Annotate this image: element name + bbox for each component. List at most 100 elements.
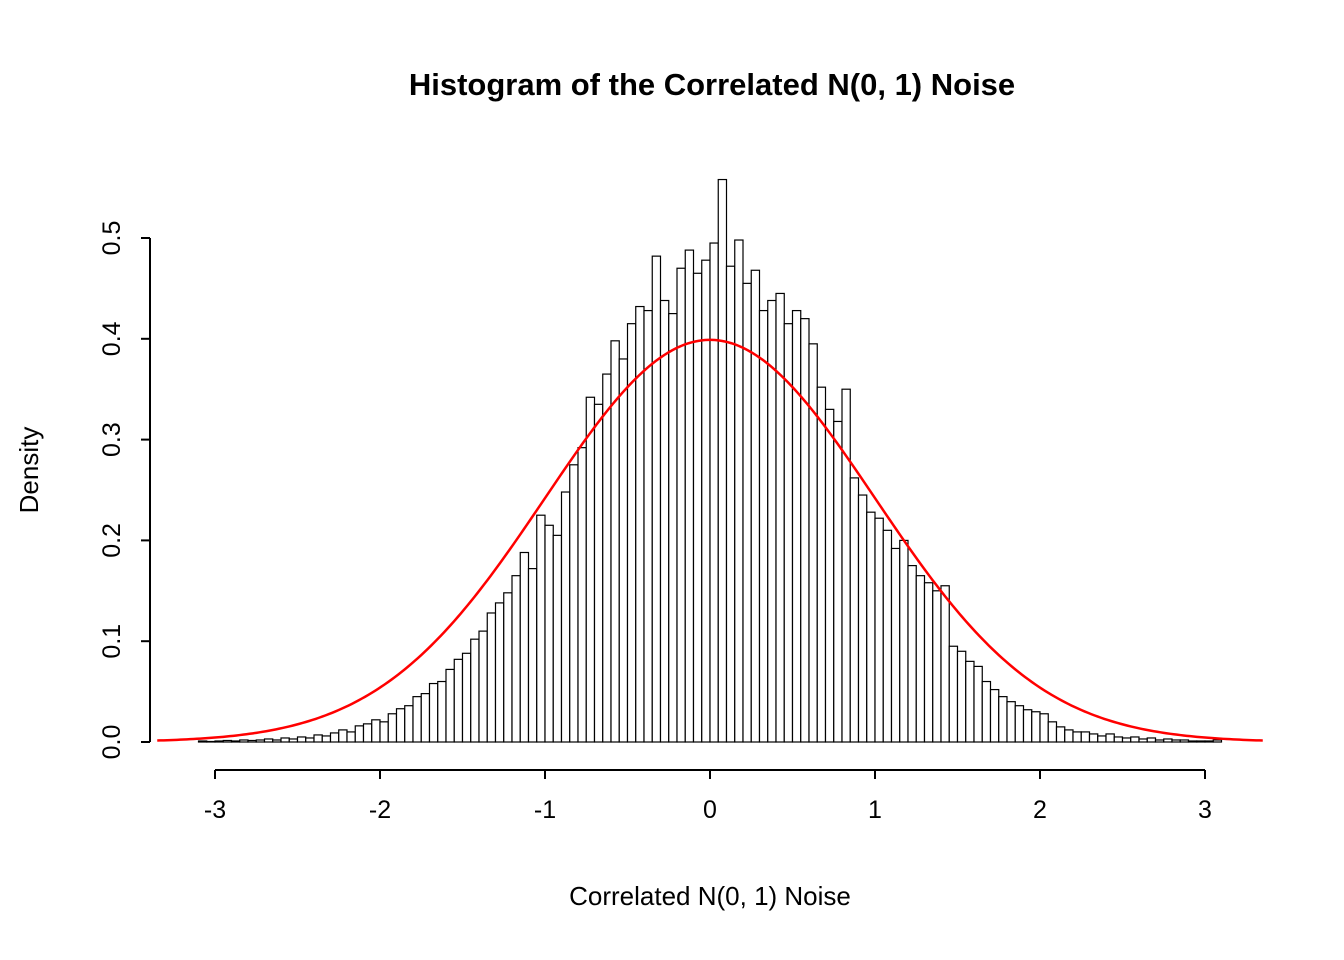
histogram-bar bbox=[494, 602, 505, 743]
histogram-bar bbox=[940, 585, 950, 743]
histogram-bar bbox=[791, 309, 802, 743]
histogram-bar bbox=[321, 735, 332, 743]
histogram-bar bbox=[948, 645, 959, 743]
histogram-bar bbox=[998, 696, 1008, 743]
histogram-bar bbox=[1171, 739, 1181, 743]
histogram-bar bbox=[709, 242, 719, 743]
histogram-bar bbox=[395, 708, 406, 743]
histogram-bar bbox=[932, 590, 942, 743]
histogram-bar bbox=[544, 524, 554, 743]
histogram-bar bbox=[1130, 736, 1140, 743]
x-tick-label: 1 bbox=[868, 796, 882, 824]
histogram-bar bbox=[1105, 733, 1115, 743]
histogram-bar bbox=[866, 511, 876, 743]
histogram-bar bbox=[973, 665, 983, 743]
x-tick-label: -1 bbox=[534, 796, 556, 824]
histogram-bar bbox=[313, 734, 323, 743]
y-axis-label: Density bbox=[14, 427, 44, 514]
histogram-bar bbox=[272, 739, 282, 743]
histogram-bar bbox=[701, 259, 711, 743]
histogram-bars bbox=[197, 178, 1223, 743]
histogram-bar bbox=[1097, 735, 1107, 743]
x-tick-label: 2 bbox=[1033, 796, 1047, 824]
y-tick-label: 0.4 bbox=[98, 321, 126, 356]
histogram-bar bbox=[1196, 740, 1206, 743]
histogram-bar bbox=[734, 239, 744, 743]
histogram-bar bbox=[428, 682, 439, 743]
histogram-bar bbox=[1080, 731, 1091, 743]
histogram-bar bbox=[1212, 739, 1223, 743]
histogram-bar bbox=[1146, 737, 1157, 743]
histogram-bar bbox=[618, 358, 629, 743]
histogram-bar bbox=[1121, 737, 1132, 743]
y-tick-label: 0.3 bbox=[98, 422, 126, 457]
histogram-bar bbox=[206, 740, 216, 743]
histogram-bar bbox=[1022, 709, 1033, 743]
histogram-bar bbox=[461, 652, 472, 743]
histogram-bar bbox=[1039, 713, 1049, 743]
histogram-bar bbox=[816, 386, 827, 743]
histogram-bar bbox=[338, 729, 348, 743]
histogram-bar bbox=[280, 737, 290, 743]
histogram-bar bbox=[800, 318, 810, 743]
histogram-bar bbox=[354, 725, 365, 743]
histogram-bar bbox=[857, 494, 868, 743]
histogram-bar bbox=[676, 267, 686, 743]
histogram-bar bbox=[585, 396, 596, 743]
histogram-bar bbox=[643, 309, 653, 743]
histogram-bar bbox=[668, 313, 678, 743]
x-tick-label: -3 bbox=[204, 796, 226, 824]
histogram-bar bbox=[1088, 733, 1099, 743]
histogram-bar bbox=[305, 737, 315, 743]
histogram-bar bbox=[808, 343, 818, 743]
histogram-bar bbox=[725, 265, 736, 743]
histogram-bar bbox=[420, 693, 431, 743]
y-axis: 0.0 0.1 0.2 0.3 0.4 0.5 bbox=[98, 221, 151, 760]
histogram-bar bbox=[214, 740, 224, 743]
x-axis: -3 -2 -1 0 1 2 3 bbox=[204, 769, 1212, 824]
histogram-bar bbox=[197, 740, 208, 743]
histogram-bar bbox=[296, 736, 307, 743]
histogram-bar bbox=[659, 299, 670, 743]
histogram-bar bbox=[824, 408, 835, 743]
histogram-bar bbox=[412, 696, 422, 743]
y-tick-label: 0.0 bbox=[98, 725, 126, 760]
histogram-bar bbox=[1138, 738, 1148, 743]
histogram-bar bbox=[470, 638, 480, 743]
histogram-bar bbox=[569, 464, 579, 743]
histogram-bar bbox=[288, 738, 299, 743]
histogram-bar bbox=[346, 731, 356, 743]
histogram-bar bbox=[915, 575, 926, 743]
histogram-bar bbox=[247, 739, 257, 743]
histogram-bar bbox=[717, 178, 728, 743]
histogram-bar bbox=[1047, 721, 1058, 743]
histogram-bar bbox=[1031, 711, 1041, 743]
x-tick-label: -2 bbox=[369, 796, 391, 824]
histogram-bar bbox=[692, 272, 703, 743]
histogram-bar bbox=[511, 575, 521, 743]
histogram-bar bbox=[890, 547, 901, 743]
histogram-bar bbox=[362, 723, 373, 743]
histogram-bar bbox=[593, 403, 604, 743]
x-tick-label: 0 bbox=[703, 796, 717, 824]
histogram-bar bbox=[486, 612, 497, 743]
histogram-bar bbox=[230, 740, 241, 743]
histogram-bar bbox=[1187, 740, 1198, 743]
histogram-bar bbox=[1179, 739, 1190, 743]
histogram-bar bbox=[874, 517, 884, 743]
histogram-bar bbox=[1055, 726, 1066, 743]
histogram-bar bbox=[255, 739, 266, 743]
histogram-bar bbox=[849, 477, 860, 743]
histogram-bar bbox=[239, 739, 249, 743]
histogram-bar bbox=[329, 732, 340, 743]
histogram-bar bbox=[560, 491, 571, 743]
x-axis-label: Correlated N(0, 1) Noise bbox=[569, 881, 851, 911]
histogram-bar bbox=[503, 592, 513, 743]
histogram-bar bbox=[1006, 701, 1016, 743]
histogram-bar bbox=[387, 713, 398, 743]
y-tick-label: 0.1 bbox=[98, 624, 126, 659]
histogram-bar bbox=[371, 719, 381, 743]
histogram-bar bbox=[527, 568, 538, 743]
histogram-bar bbox=[923, 582, 934, 743]
